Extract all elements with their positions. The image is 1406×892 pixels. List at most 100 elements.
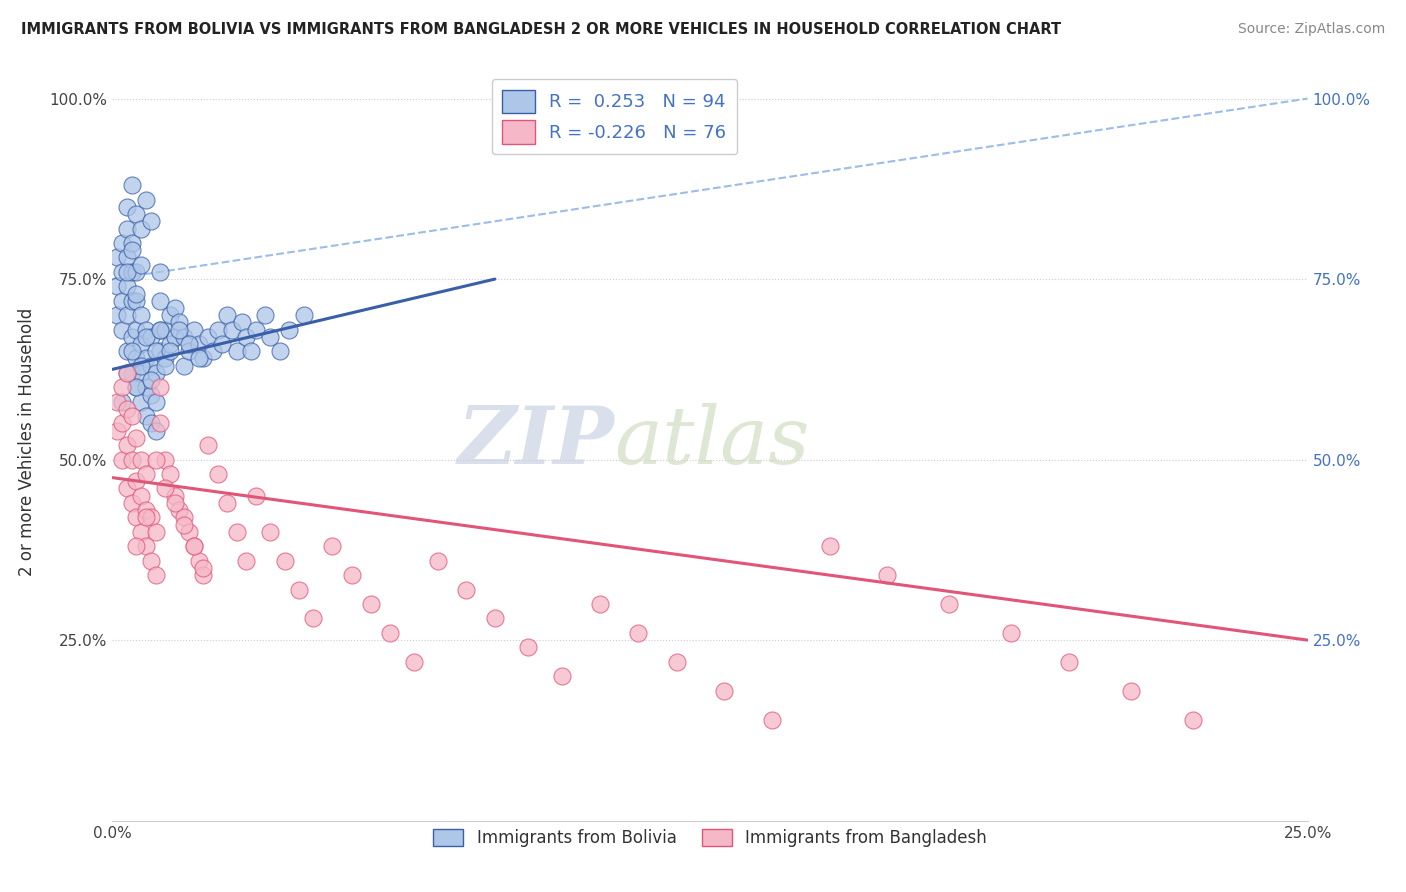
Point	[321, 539, 343, 553]
Point	[115, 251, 138, 265]
Point	[105, 251, 128, 265]
Point	[193, 351, 215, 366]
Point	[426, 554, 449, 568]
Point	[1119, 683, 1142, 698]
Point	[135, 330, 157, 344]
Point	[111, 380, 134, 394]
Point	[121, 235, 143, 250]
Point	[225, 524, 247, 539]
Point	[105, 394, 128, 409]
Point	[129, 337, 152, 351]
Point	[1000, 626, 1022, 640]
Point	[235, 554, 257, 568]
Point	[129, 524, 152, 539]
Point	[115, 366, 138, 380]
Point	[121, 293, 143, 308]
Point	[360, 597, 382, 611]
Point	[589, 597, 612, 611]
Point	[139, 387, 162, 401]
Point	[163, 496, 186, 510]
Point	[121, 178, 143, 193]
Point	[402, 655, 425, 669]
Point	[135, 539, 157, 553]
Point	[235, 330, 257, 344]
Point	[111, 323, 134, 337]
Point	[149, 323, 172, 337]
Point	[193, 568, 215, 582]
Point	[153, 351, 176, 366]
Point	[135, 351, 157, 366]
Point	[551, 669, 574, 683]
Point	[627, 626, 650, 640]
Point	[129, 452, 152, 467]
Point	[149, 323, 172, 337]
Legend: Immigrants from Bolivia, Immigrants from Bangladesh: Immigrants from Bolivia, Immigrants from…	[426, 822, 994, 854]
Point	[149, 265, 172, 279]
Point	[245, 323, 267, 337]
Point	[145, 524, 167, 539]
Point	[201, 344, 224, 359]
Point	[173, 517, 195, 532]
Point	[159, 467, 181, 481]
Point	[221, 323, 243, 337]
Point	[121, 366, 143, 380]
Point	[139, 417, 162, 431]
Point	[111, 394, 134, 409]
Point	[484, 611, 506, 625]
Point	[105, 424, 128, 438]
Point	[187, 351, 209, 366]
Point	[153, 482, 176, 496]
Point	[302, 611, 325, 625]
Point	[177, 524, 200, 539]
Point	[153, 359, 176, 373]
Point	[125, 475, 148, 489]
Point	[207, 323, 229, 337]
Point	[245, 489, 267, 503]
Point	[115, 438, 138, 452]
Point	[135, 380, 157, 394]
Point	[254, 308, 277, 322]
Point	[149, 293, 172, 308]
Point	[217, 308, 239, 322]
Point	[145, 394, 167, 409]
Point	[292, 308, 315, 322]
Point	[173, 510, 195, 524]
Point	[115, 344, 138, 359]
Point	[129, 394, 152, 409]
Point	[159, 337, 181, 351]
Point	[259, 524, 281, 539]
Point	[259, 330, 281, 344]
Point	[145, 452, 167, 467]
Point	[173, 330, 195, 344]
Point	[145, 344, 167, 359]
Point	[761, 713, 783, 727]
Point	[163, 489, 186, 503]
Text: ZIP: ZIP	[457, 403, 614, 480]
Point	[135, 193, 157, 207]
Point	[121, 452, 143, 467]
Point	[169, 315, 191, 329]
Point	[938, 597, 960, 611]
Point	[187, 337, 209, 351]
Point	[225, 344, 247, 359]
Point	[135, 510, 157, 524]
Point	[115, 200, 138, 214]
Point	[211, 337, 233, 351]
Point	[115, 221, 138, 235]
Point	[111, 452, 134, 467]
Point	[169, 503, 191, 517]
Point	[713, 683, 735, 698]
Point	[125, 293, 148, 308]
Point	[231, 315, 253, 329]
Point	[105, 308, 128, 322]
Point	[121, 265, 143, 279]
Point	[177, 337, 200, 351]
Point	[121, 496, 143, 510]
Point	[145, 424, 167, 438]
Point	[125, 380, 148, 394]
Point	[159, 344, 181, 359]
Point	[183, 539, 205, 553]
Point	[139, 330, 162, 344]
Point	[125, 323, 148, 337]
Point	[145, 568, 167, 582]
